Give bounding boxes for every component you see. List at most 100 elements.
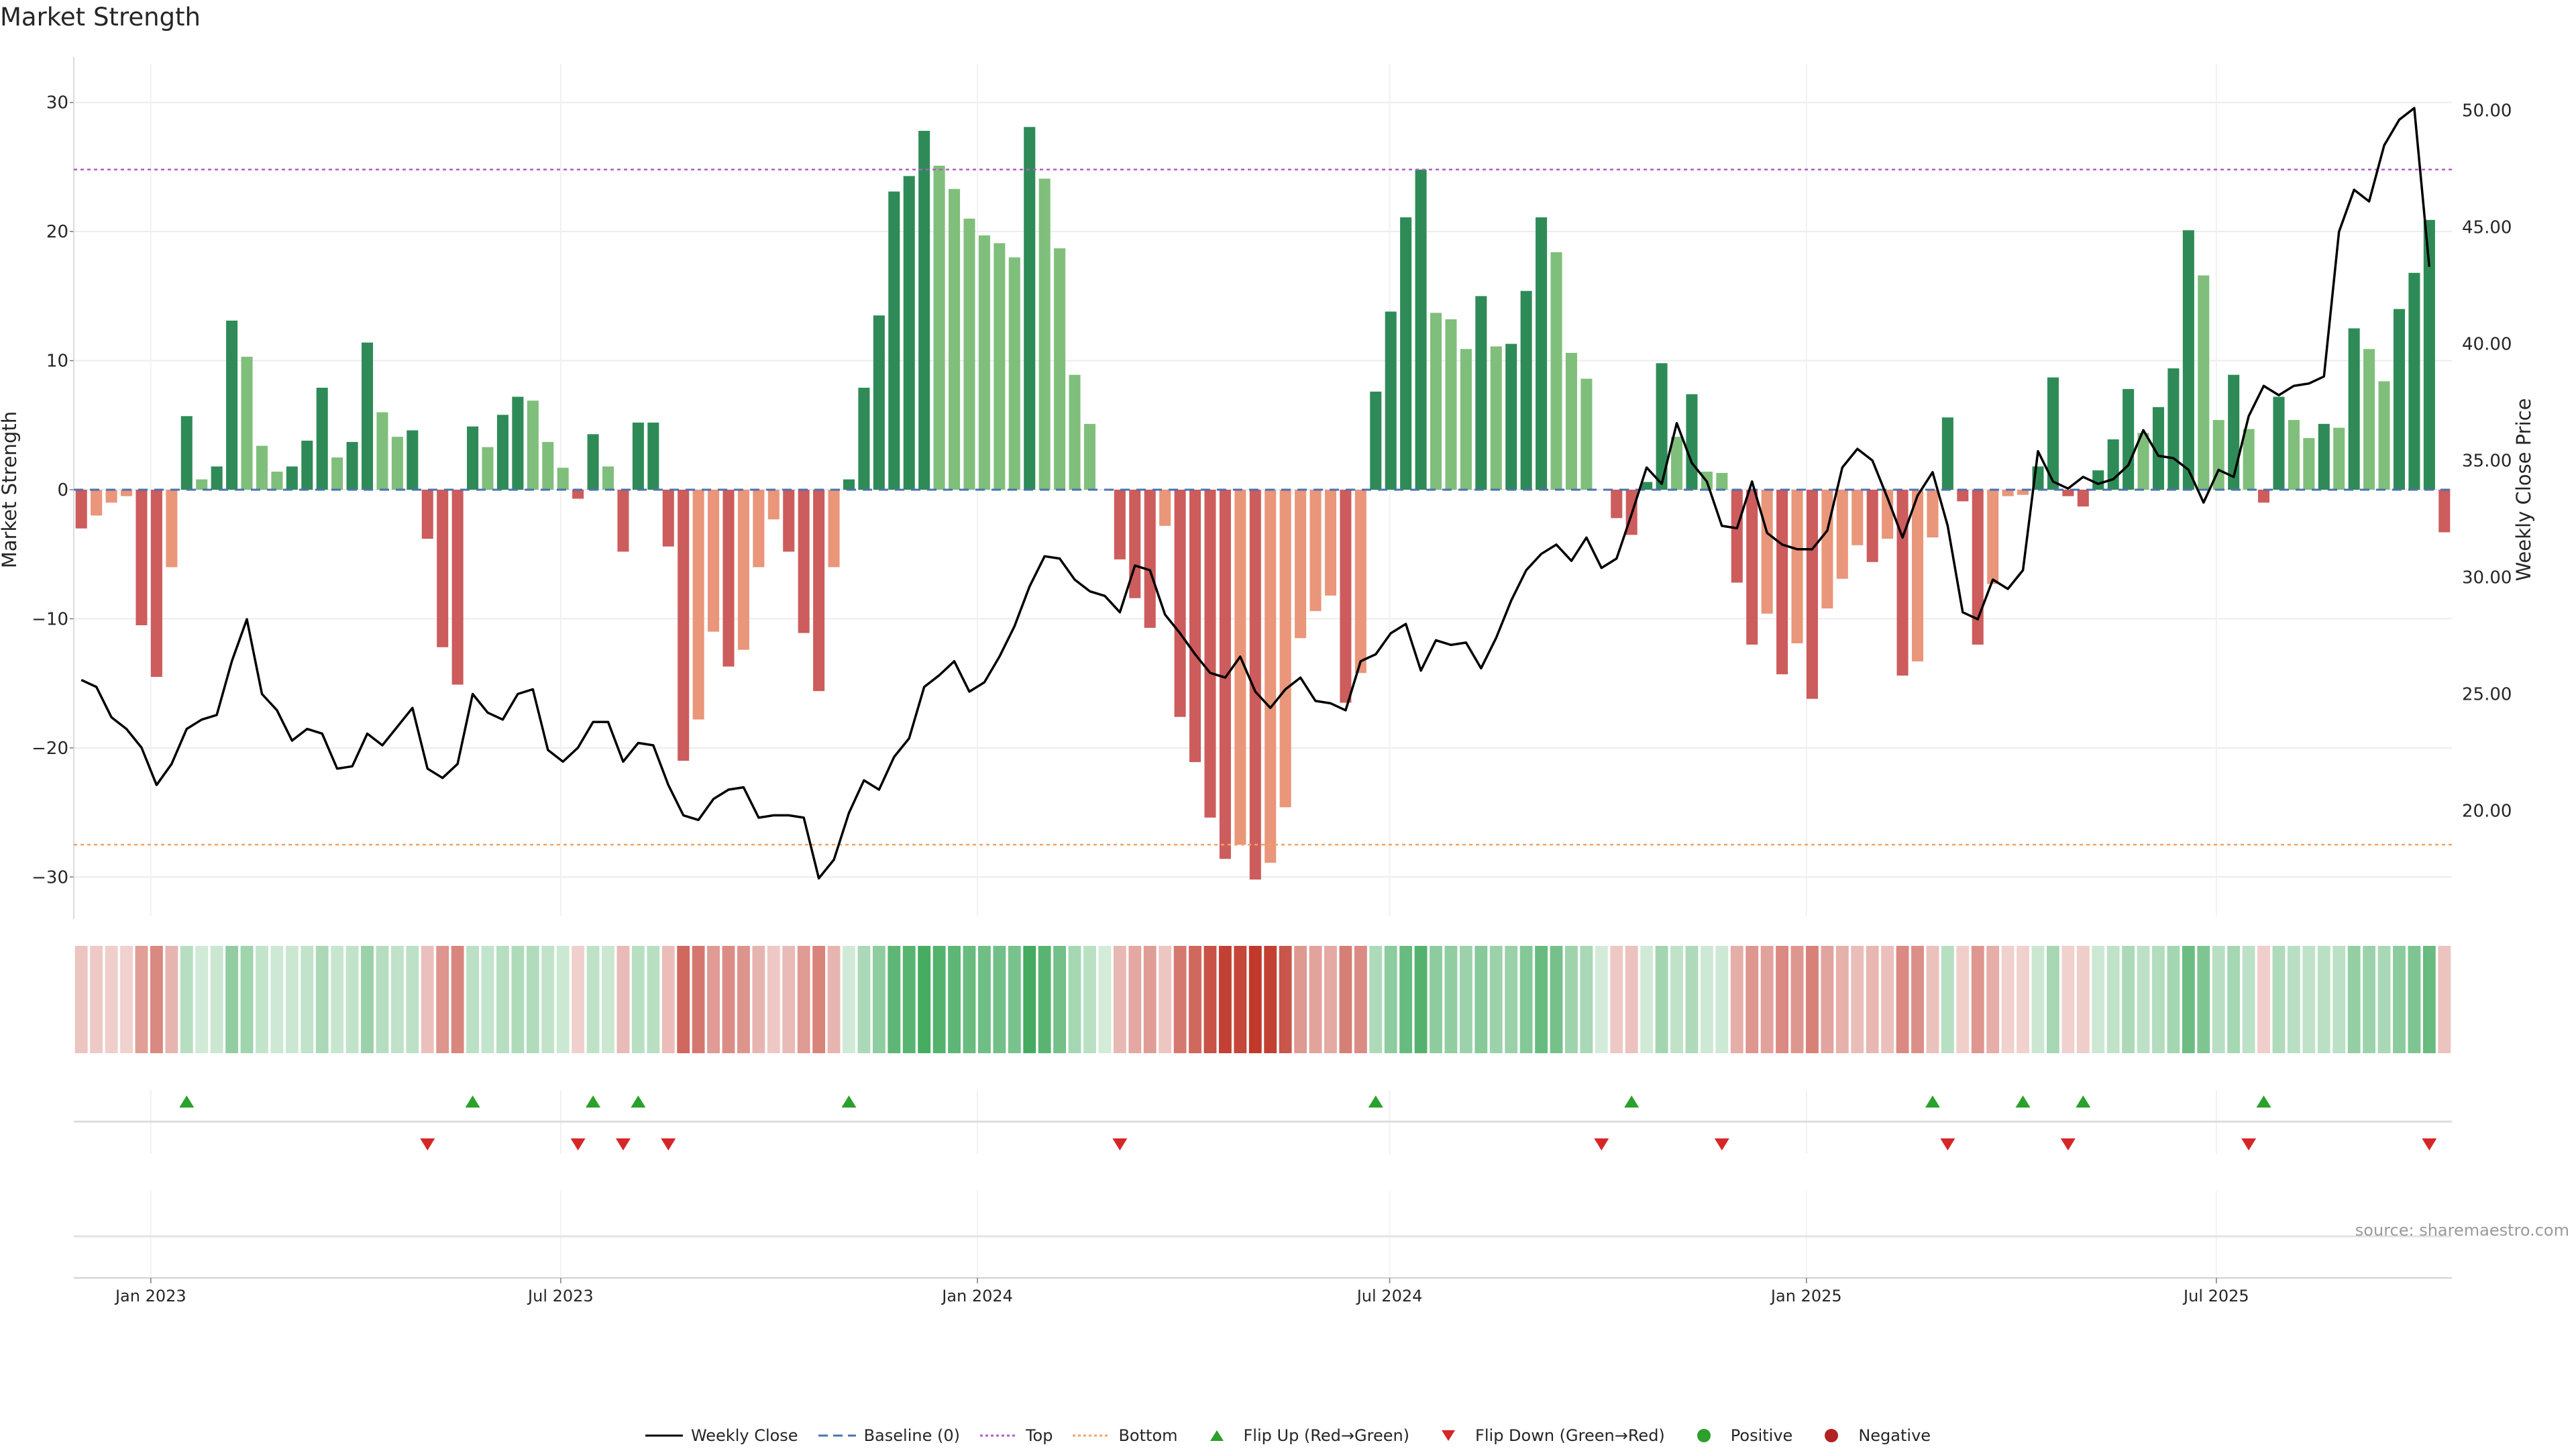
strength-heat-cell (1746, 946, 1759, 1053)
strength-bar (1219, 490, 1231, 859)
strength-bar (2288, 420, 2300, 490)
strength-heat-cell (436, 946, 449, 1053)
legend-item: Top (979, 1426, 1053, 1445)
strength-bar (1189, 490, 1201, 763)
strength-heat-cell (1655, 946, 1668, 1053)
strength-bar (527, 400, 539, 490)
strength-bar (1791, 490, 1803, 643)
strength-heat-cell (2422, 946, 2436, 1053)
strength-bar (2152, 407, 2165, 490)
flip-down-marker (420, 1138, 435, 1150)
flip-up-marker (631, 1095, 646, 1108)
strength-heat-cell (1730, 946, 1743, 1053)
strength-bar (1731, 490, 1743, 583)
strength-heat-cell (1459, 946, 1472, 1053)
strength-heat-cell (692, 946, 705, 1053)
strength-bar (678, 490, 690, 761)
strength-bar (1400, 217, 1412, 490)
strength-heat-cell (1790, 946, 1804, 1053)
strength-bar (407, 430, 419, 490)
y2-tick-label: 35.00 (2462, 451, 2512, 472)
strength-heat-cell (541, 946, 555, 1053)
strength-bar (1295, 490, 1307, 639)
strength-heat-cell (1956, 946, 1970, 1053)
strength-heat-cell (767, 946, 780, 1053)
flip-down-marker (661, 1138, 676, 1150)
strength-heat-cell (1806, 946, 1819, 1053)
strength-heat-cell (1248, 946, 1262, 1053)
strength-heat-cell (2167, 946, 2180, 1053)
strength-heat-cell (74, 946, 88, 1053)
strength-heat-cell (1218, 946, 1232, 1053)
strength-heat-cell (256, 946, 268, 1053)
strength-bar (105, 490, 117, 503)
x-tick-label: Jul 2025 (2182, 1287, 2249, 1305)
strength-heat-cell (1489, 946, 1503, 1053)
strength-heat-cell (1414, 946, 1428, 1053)
legend-label: Bottom (1118, 1426, 1178, 1445)
strength-heat-cell (2212, 946, 2225, 1053)
strength-bar (286, 466, 298, 490)
strength-heat-cell (1053, 946, 1067, 1053)
strength-heat-cell (466, 946, 479, 1053)
x-tick-label: Jan 2025 (1770, 1287, 1842, 1305)
strength-bar (632, 422, 644, 490)
strength-bar (91, 490, 103, 516)
flip-up-marker (179, 1095, 195, 1108)
strength-heat-cell (602, 946, 614, 1053)
strength-heat-cell (240, 946, 254, 1053)
strength-heat-cell (1821, 946, 1834, 1053)
strength-bar (1114, 490, 1126, 559)
strength-heat-cell (345, 946, 359, 1053)
strength-heat-cell (2137, 946, 2150, 1053)
flip-up-marker (2256, 1095, 2271, 1108)
strength-heat-cell (1835, 946, 1849, 1053)
strength-bar (1324, 490, 1336, 596)
y-tick-label: −10 (32, 609, 68, 629)
strength-heat-cell (270, 946, 284, 1053)
strength-bar (1536, 217, 1548, 490)
strength-heat-cell (1309, 946, 1322, 1053)
strength-heat-cell (1159, 946, 1172, 1053)
strength-heat-cell (586, 946, 600, 1053)
legend-item: Weekly Close (645, 1426, 798, 1445)
flip-down-marker (2060, 1138, 2076, 1150)
strength-bar (737, 490, 749, 650)
strength-bar (2017, 490, 2029, 495)
strength-bar (2062, 490, 2074, 496)
strength-bar (136, 490, 148, 626)
strength-bar (226, 320, 238, 490)
strength-heat-cell (1911, 946, 1924, 1053)
strength-heat-cell (1339, 946, 1352, 1053)
strength-heat-cell (1234, 946, 1247, 1053)
strength-heat-cell (331, 946, 344, 1053)
strength-bar (2363, 349, 2375, 490)
strength-bar (843, 479, 855, 490)
strength-heat-cell (451, 946, 464, 1053)
strength-heat-cell (1776, 946, 1788, 1053)
strength-heat-cell (1113, 946, 1126, 1053)
strength-bar (1882, 490, 1894, 539)
strength-bar (1941, 417, 1953, 490)
legend-item: Bottom (1073, 1426, 1178, 1445)
flip-down-marker (615, 1138, 631, 1150)
strength-heat-cell (782, 946, 796, 1053)
strength-heat-cell (1279, 946, 1292, 1053)
strength-bar (1746, 490, 1758, 645)
legend-swatch (1210, 1430, 1224, 1441)
strength-heat-cell (2031, 946, 2045, 1053)
legend-swatch (979, 1434, 1018, 1437)
strength-bar (949, 189, 961, 490)
strength-heat-cell (1610, 946, 1623, 1053)
strength-bar (361, 342, 374, 490)
y2-tick-label: 45.00 (2462, 218, 2512, 238)
strength-heat-cell (1715, 946, 1729, 1053)
strength-heat-cell (1430, 946, 1442, 1053)
strength-bar (2318, 423, 2330, 490)
strength-bar (1054, 248, 1066, 490)
flip-up-marker (2076, 1095, 2091, 1108)
strength-heat-cell (1083, 946, 1096, 1053)
strength-bar (1957, 490, 1969, 502)
strength-bar (346, 441, 358, 490)
strength-bar (1611, 490, 1623, 519)
